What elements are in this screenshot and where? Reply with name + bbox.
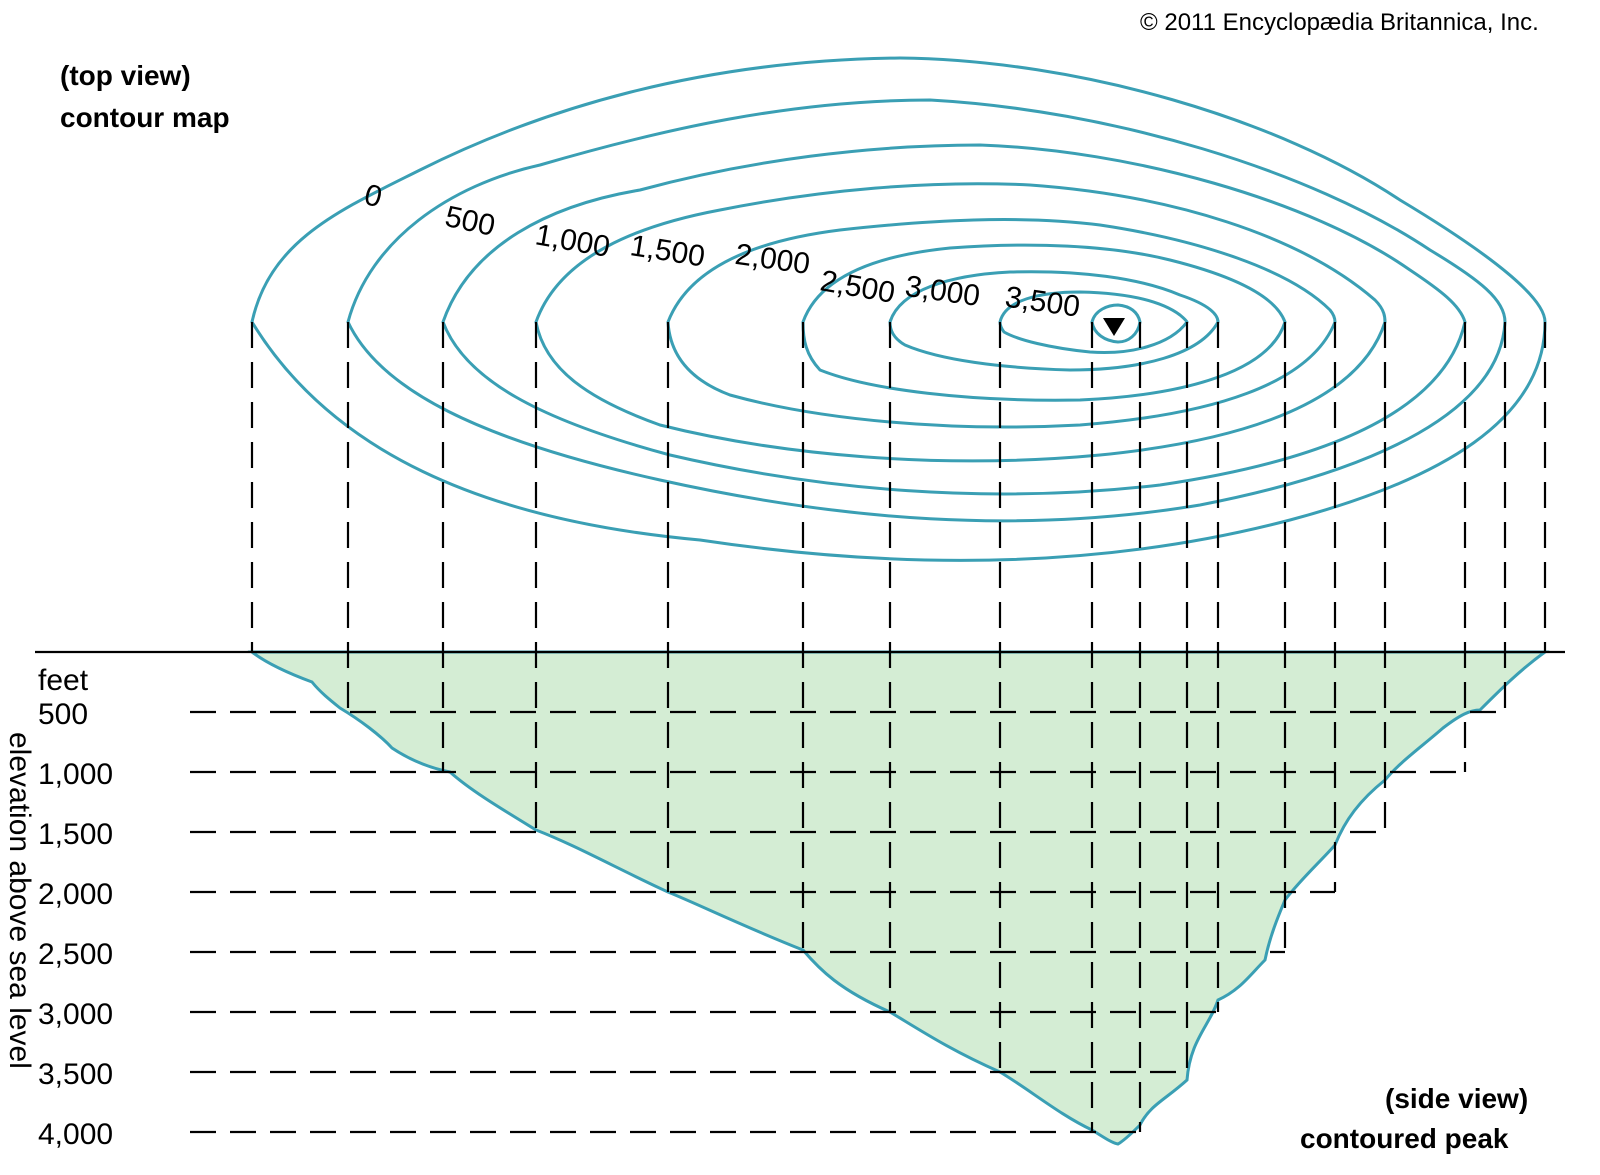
axis-tick-500: 500 xyxy=(38,698,88,731)
contour-1000 xyxy=(441,143,1467,496)
contour-label-2000: 2,000 xyxy=(733,238,812,281)
contour-map xyxy=(250,56,1547,562)
peak-profile xyxy=(247,650,1550,1146)
contour-2500 xyxy=(801,243,1287,402)
contour-1500 xyxy=(534,182,1387,463)
contour-label-500: 500 xyxy=(442,200,498,243)
contour-label-0: 0 xyxy=(361,178,385,214)
contour-label-3500: 3,500 xyxy=(1003,281,1082,324)
contour-0 xyxy=(250,56,1547,562)
top-view-subtitle: (top view) xyxy=(60,60,191,91)
contour-label-2500: 2,500 xyxy=(818,264,898,310)
projection-lines xyxy=(250,322,1547,1132)
top-view-title: contour map xyxy=(60,102,230,133)
elevation-lines xyxy=(190,710,1505,1134)
contour-500 xyxy=(346,98,1507,523)
elevation-axis: feet 500 1,000 1,500 2,000 2,500 3,000 3… xyxy=(3,664,113,1151)
axis-tick-4000: 4,000 xyxy=(38,1118,113,1151)
contour-2000 xyxy=(666,218,1337,429)
contour-labels: 0 500 1,000 1,500 2,000 2,500 3,000 3,50… xyxy=(361,178,1082,323)
axis-tick-2000: 2,000 xyxy=(38,878,113,911)
side-view-subtitle: (side view) xyxy=(1385,1083,1528,1114)
axis-title: elevation above sea level xyxy=(3,732,36,1069)
copyright: © 2011 Encyclopædia Britannica, Inc. xyxy=(1140,9,1539,36)
axis-unit: feet xyxy=(38,664,89,697)
mirrored-drawing: 0 500 1,000 1,500 2,000 2,500 3,000 3,50… xyxy=(3,9,1565,1154)
axis-tick-1000: 1,000 xyxy=(38,758,113,791)
contour-label-1000: 1,000 xyxy=(533,218,613,264)
axis-tick-3000: 3,000 xyxy=(38,998,113,1031)
side-view-title: contoured peak xyxy=(1300,1123,1509,1154)
axis-tick-1500: 1,500 xyxy=(38,818,113,851)
axis-tick-3500: 3,500 xyxy=(38,1058,113,1091)
contour-label-1500: 1,500 xyxy=(628,229,707,273)
summit-marker-icon xyxy=(1103,318,1125,336)
axis-tick-2500: 2,500 xyxy=(38,938,113,971)
